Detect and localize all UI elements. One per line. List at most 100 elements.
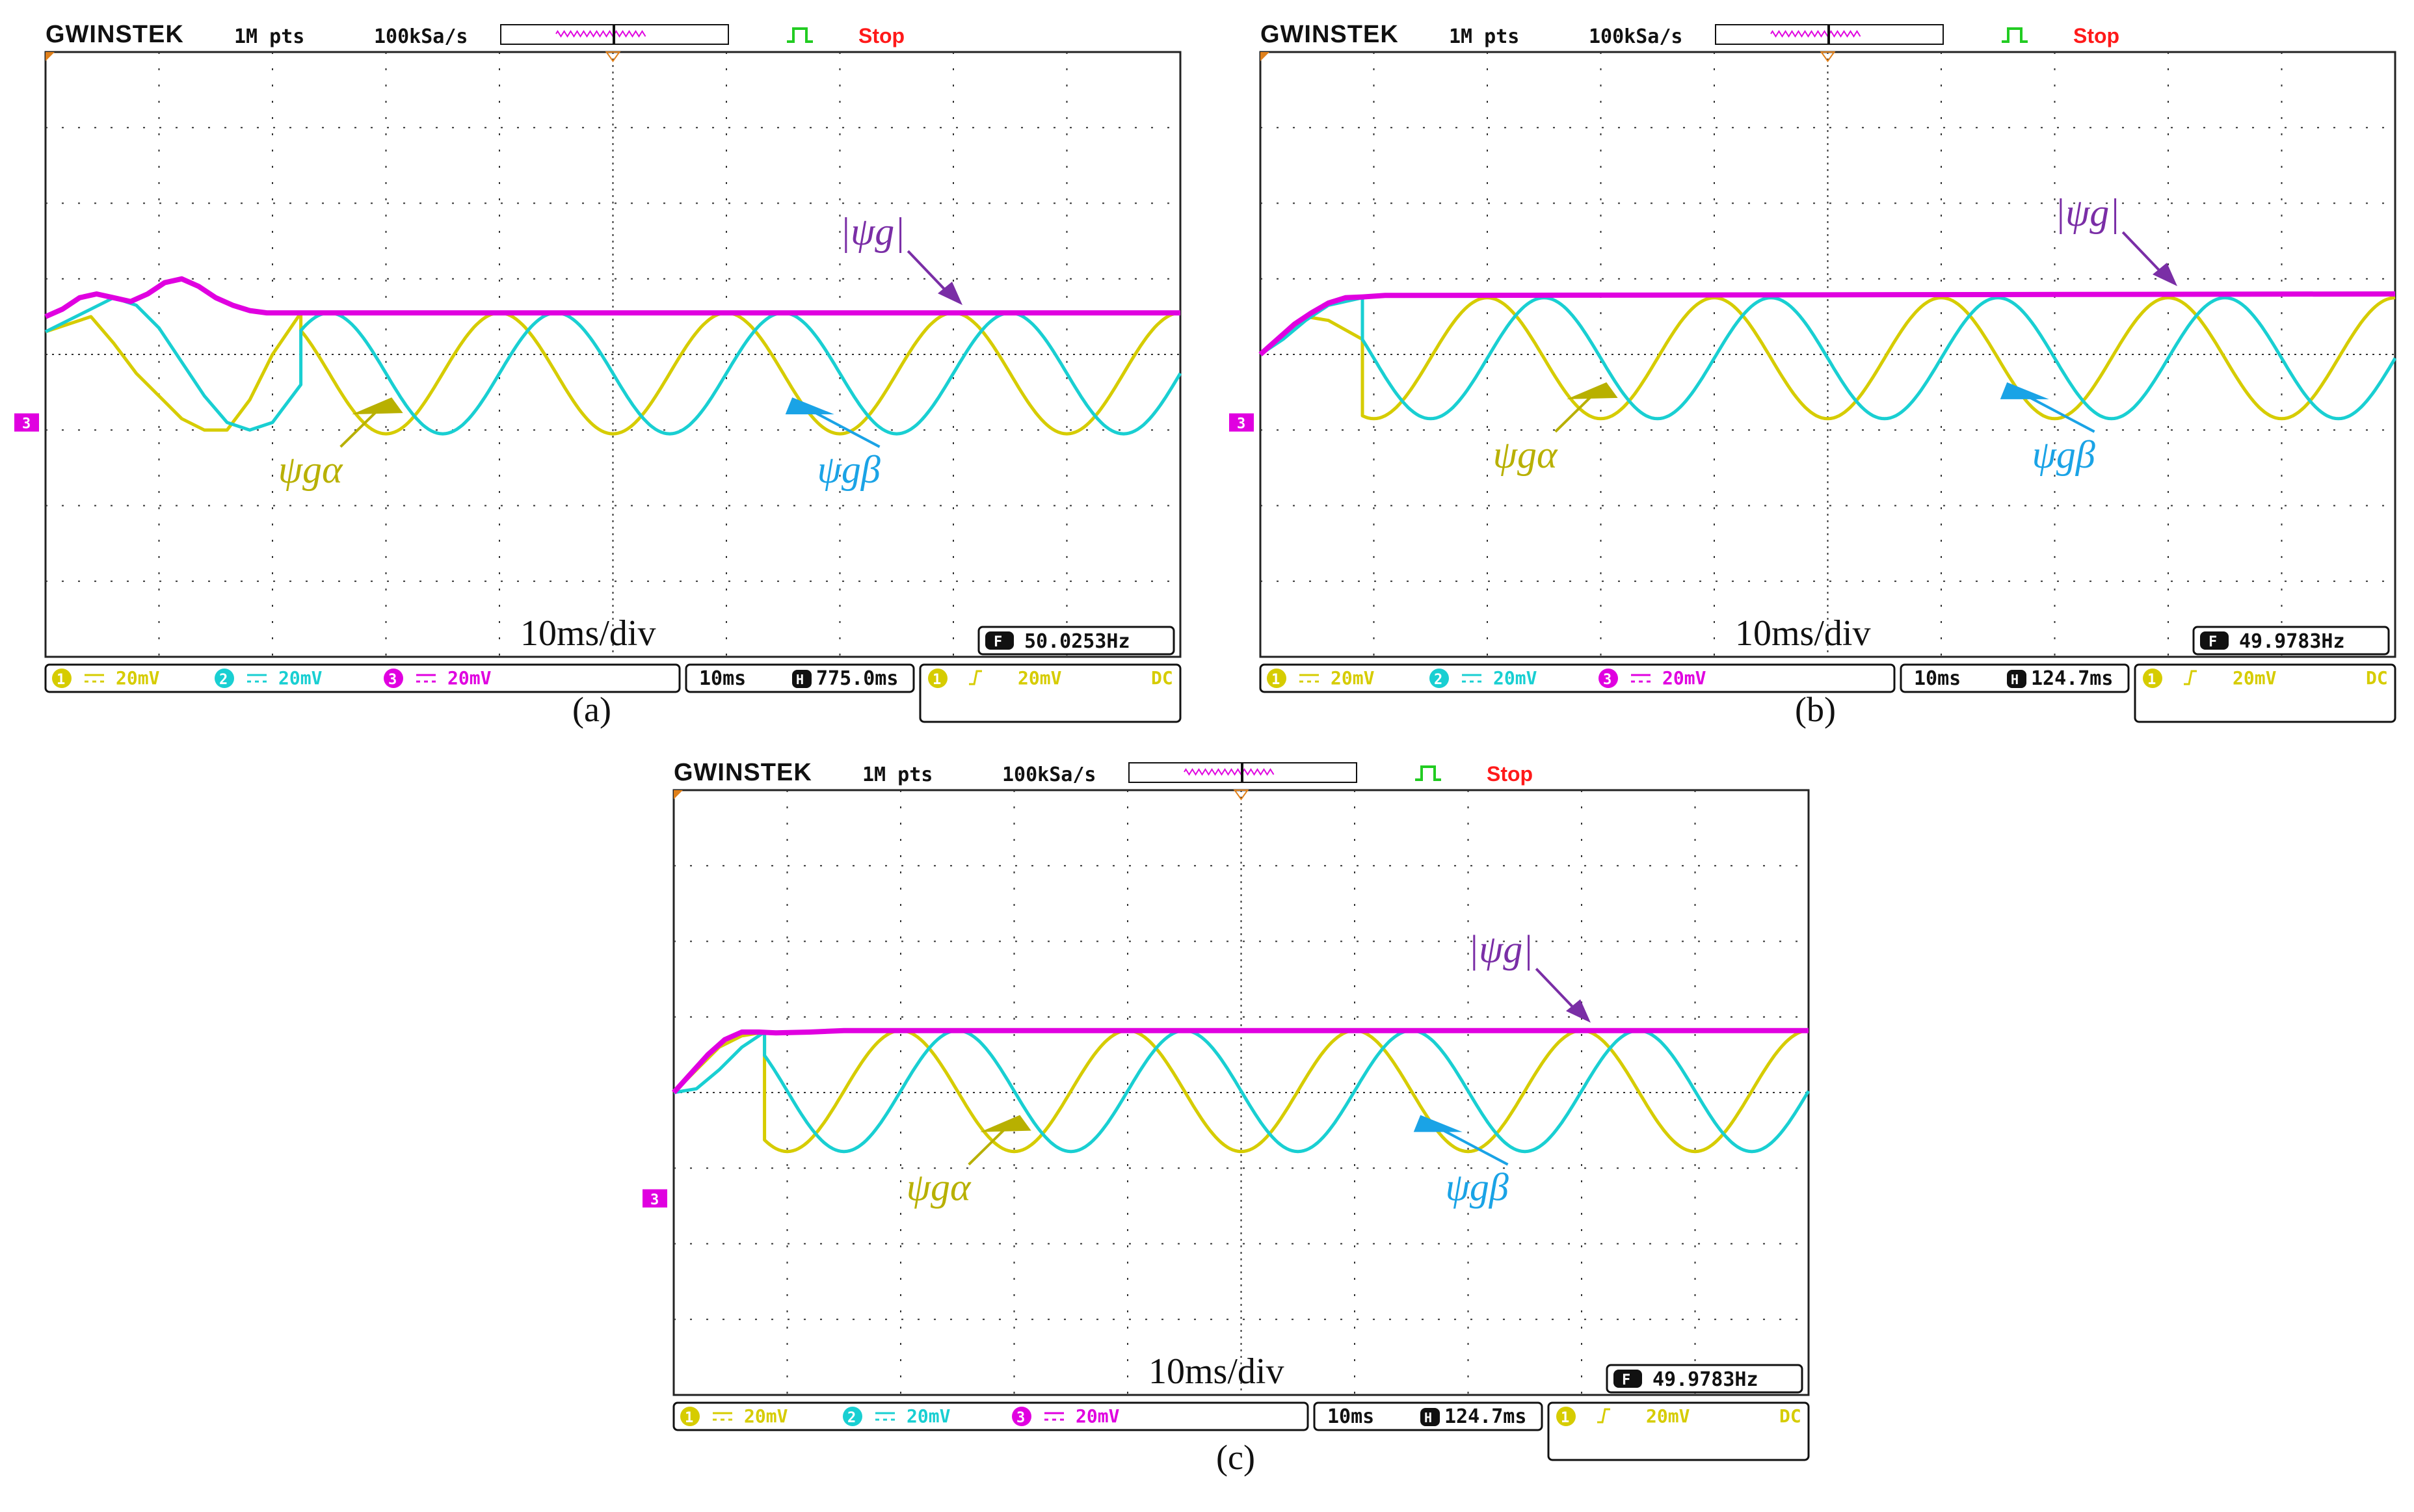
freq-counter-box (977, 626, 1175, 656)
arrow-icon (1567, 382, 1618, 399)
timebase-annotation: 10ms/div (1148, 1351, 1284, 1392)
trigger-source-number: 1 (1561, 1410, 1569, 1426)
scope-svg: GWINSTEK 1M pts 100kSa/s Stop 3 |ψg| ψgα ψgβ 10m… (643, 759, 1810, 1461)
series-beta-line (44, 296, 1182, 436)
arrow-beta-line (805, 406, 881, 448)
ch3-volts: 20mV (1076, 1405, 1120, 1427)
series-alpha-line (672, 1029, 1809, 1154)
memory-icon (1420, 1408, 1440, 1426)
trigger-slope-icon (1597, 1408, 1610, 1424)
memory-icon (792, 670, 812, 688)
arrow-alpha-line (968, 1124, 1010, 1166)
arrow-icon (1566, 999, 1591, 1023)
arrow-icon (785, 397, 834, 415)
trigger-coupling: DC (1779, 1405, 1801, 1427)
memory-bar-waveform (555, 30, 646, 38)
arrow-beta-line (1433, 1124, 1509, 1166)
channel-marker-label: 3 (22, 416, 31, 432)
scope-panel-a: GWINSTEK 1M pts 100kSa/s Stop 3 |ψg| ψgα ψgβ 10m… (14, 20, 1190, 774)
frequency-readout: 50.0253Hz (1024, 630, 1130, 653)
coupling-icon (85, 674, 104, 683)
label-psi-beta: ψgβ (817, 448, 881, 491)
ch1-icon (680, 1407, 700, 1426)
run-status: Stop (1487, 762, 1533, 786)
trigger-marker-icon (605, 51, 621, 62)
trigger-level: 20mV (1646, 1405, 1690, 1427)
brand-logo: GWINSTEK (674, 759, 812, 786)
trigger-level: 20mV (1018, 667, 1062, 689)
memory-bar-cursor (613, 25, 615, 44)
label-psi-alpha: ψgα (1493, 433, 1558, 476)
trigger-marker-icon (1233, 789, 1249, 801)
trigger-coupling: DC (1151, 667, 1173, 689)
label-psi-beta: ψgβ (2032, 433, 2095, 476)
timebase-value: 10ms (699, 667, 746, 690)
mem-badge: H (2011, 672, 2019, 687)
brand-logo: GWINSTEK (46, 21, 184, 48)
channel-marker-icon (643, 1189, 667, 1208)
series-mag-line (672, 1028, 1809, 1094)
coupling-icon (1299, 674, 1319, 683)
channel-marker-icon (14, 413, 39, 432)
brand-logo: GWINSTEK (1260, 21, 1399, 48)
channel-marker-label: 3 (1237, 416, 1245, 432)
trigger-slope-icon (2184, 670, 2197, 685)
trigger-source-icon (2143, 669, 2162, 688)
trigger-edge-icon (787, 27, 813, 43)
ch2-number: 2 (1434, 672, 1442, 688)
caption-c: (c) (1216, 1438, 1255, 1477)
arrow-icon (352, 397, 403, 415)
trigger-coupling: DC (2366, 667, 2388, 689)
trigger-edge-icon (2002, 27, 2028, 43)
mem-badge: H (1424, 1410, 1432, 1426)
trigger-edge-icon (1415, 765, 1441, 781)
channel-status-box (1259, 663, 1896, 693)
label-psi-alpha: ψgα (907, 1166, 972, 1209)
freq-counter-box (1606, 1364, 1803, 1394)
freq-badge: F (2208, 634, 2217, 650)
ch2-number: 2 (847, 1410, 856, 1426)
series-alpha-line (1259, 296, 2396, 421)
memory-bar-waveform (1184, 768, 1275, 776)
frequency-readout: 49.9783Hz (1652, 1368, 1758, 1391)
label-psi-beta: ψgβ (1446, 1166, 1509, 1209)
trigger-corner-icon (46, 52, 55, 61)
channel-marker-label: 3 (650, 1192, 659, 1208)
timebase-annotation: 10ms/div (520, 613, 656, 654)
mem-badge: H (796, 672, 804, 687)
label-psi-alpha: ψgα (278, 448, 343, 491)
sample-rate: 100kSa/s (374, 25, 468, 48)
arrow-icon (938, 282, 962, 306)
freq-counter-icon (985, 631, 1014, 650)
timebase-value: 10ms (1914, 667, 1961, 690)
ch3-number: 3 (388, 672, 397, 688)
horizontal-offset: 124.7ms (1444, 1405, 1526, 1428)
run-status: Stop (858, 24, 905, 47)
coupling-icon (247, 674, 267, 683)
ch2-icon (1429, 669, 1449, 688)
run-status: Stop (2073, 24, 2119, 47)
label-psi-mag: |ψg| (1468, 928, 1533, 971)
trigger-corner-icon (1260, 52, 1269, 61)
freq-counter-box (2192, 626, 2390, 656)
scope-panel-c: GWINSTEK 1M pts 100kSa/s Stop 3 |ψg| ψgα ψgβ 10m… (643, 758, 1818, 1512)
ch3-volts: 20mV (447, 667, 492, 689)
ch2-icon (215, 669, 234, 688)
ch2-number: 2 (219, 672, 228, 688)
ch1-number: 1 (57, 672, 65, 688)
series-beta-line (1259, 296, 2397, 421)
frequency-readout: 49.9783Hz (2239, 630, 2345, 653)
trigger-corner-icon (674, 790, 683, 799)
horizontal-offset: 775.0ms (816, 667, 898, 690)
trigger-source-icon (1556, 1407, 1576, 1426)
coupling-icon (416, 674, 436, 683)
coupling-icon (713, 1412, 732, 1421)
ch3-icon (1598, 669, 1618, 688)
trigger-status-box (1547, 1401, 1810, 1461)
ch1-number: 1 (685, 1410, 693, 1426)
arrow-alpha-line (1554, 391, 1597, 433)
freq-counter-icon (2200, 631, 2229, 650)
timebase-annotation: 10ms/div (1735, 613, 1870, 654)
memory-bar-waveform (1770, 30, 1861, 38)
ch3-number: 3 (1603, 672, 1612, 688)
